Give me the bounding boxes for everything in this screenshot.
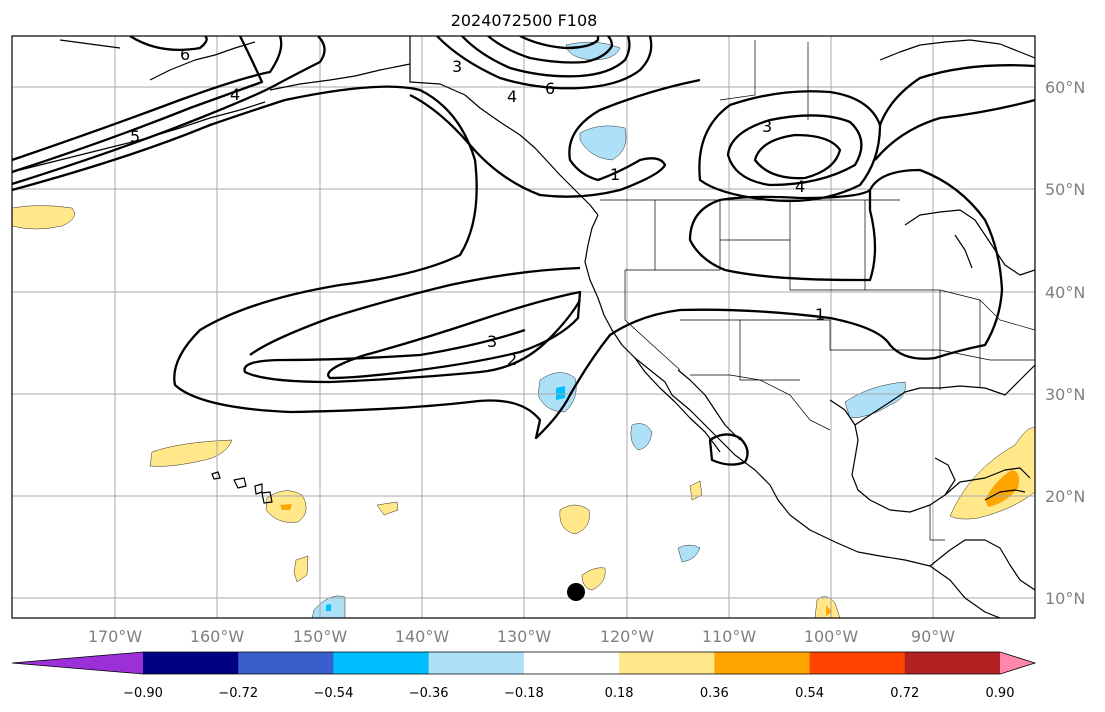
contour-label: 4 xyxy=(795,177,805,196)
lon-label-90w: 90°W xyxy=(911,627,955,646)
lat-label-10n: 10°N xyxy=(1045,589,1085,608)
latitude-labels: 60°N 50°N 40°N 30°N 20°N 10°N xyxy=(1045,78,1085,608)
colorbar-tick-label: −0.72 xyxy=(218,686,258,701)
colorbar-segments xyxy=(12,652,1035,674)
lat-label-60n: 60°N xyxy=(1045,78,1085,97)
map-title: 2024072500 F108 xyxy=(451,11,598,30)
contour-label: 1 xyxy=(610,165,620,184)
contour-label: 6 xyxy=(545,79,555,98)
contour-label: 3 xyxy=(762,117,772,136)
lon-label-110w: 110°W xyxy=(702,627,757,646)
colorbar-segment xyxy=(714,652,811,674)
contour-label: 4 xyxy=(230,85,240,104)
colorbar-tick-label: −0.18 xyxy=(504,686,544,701)
contour-label-set: 3 4 6 3 4 1 3 2 1 6 4 5 xyxy=(130,45,825,369)
colorbar-segment xyxy=(143,652,239,674)
lat-label-50n: 50°N xyxy=(1045,180,1085,199)
contour-label: 3 xyxy=(452,57,462,76)
colorbar-tick-label: 0.36 xyxy=(700,686,729,701)
colorbar-extend-max xyxy=(1000,652,1035,674)
map-area: 3 4 6 3 4 1 3 2 1 6 4 5 xyxy=(12,36,1035,618)
storm-position-dot xyxy=(567,583,585,601)
colorbar-segment xyxy=(619,652,715,674)
lon-label-170w: 170°W xyxy=(88,627,143,646)
lat-label-20n: 20°N xyxy=(1045,487,1085,506)
colorbar-segment xyxy=(904,652,1001,674)
lon-label-160w: 160°W xyxy=(190,627,245,646)
contour-label: 3 xyxy=(487,332,497,351)
map-border xyxy=(11,35,1036,619)
colorbar-tick-labels: −0.90 −0.72 −0.54 −0.36 −0.18 0.18 0.36 0.54 0.7… xyxy=(123,686,1014,701)
colorbar-tick-label: −0.36 xyxy=(409,686,449,701)
contour-label: 5 xyxy=(130,127,140,146)
height-contours xyxy=(12,36,1035,466)
colorbar-tick-label: −0.54 xyxy=(314,686,354,701)
longitude-labels: 170°W 160°W 150°W 140°W 130°W 120°W 110°… xyxy=(88,627,955,646)
colorbar-segment xyxy=(428,652,525,674)
lon-label-130w: 130°W xyxy=(497,627,552,646)
colorbar-tick-label: 0.54 xyxy=(795,686,824,701)
colorbar-segment xyxy=(523,652,620,674)
contour-label: 4 xyxy=(507,87,517,106)
colorbar-tick-label: 0.72 xyxy=(890,686,919,701)
colorbar-tick-label: 0.18 xyxy=(605,686,634,701)
colorbar-segment xyxy=(238,652,334,674)
contour-label: 6 xyxy=(180,45,190,64)
colorbar-segment xyxy=(333,652,430,674)
lon-label-120w: 120°W xyxy=(600,627,655,646)
colorbar: −0.90 −0.72 −0.54 −0.36 −0.18 0.18 0.36 0.54 0.7… xyxy=(11,651,1037,701)
contour-label: 2 xyxy=(507,350,517,369)
lat-label-40n: 40°N xyxy=(1045,283,1085,302)
political-borders xyxy=(600,40,1035,541)
lon-label-140w: 140°W xyxy=(395,627,450,646)
colorbar-extend-min xyxy=(12,652,143,674)
lon-label-100w: 100°W xyxy=(804,627,859,646)
colorbar-tick-label: 0.90 xyxy=(986,686,1015,701)
colorbar-tick-label: −0.90 xyxy=(123,686,163,701)
lat-label-30n: 30°N xyxy=(1045,385,1085,404)
contour-label: 1 xyxy=(815,305,825,324)
colorbar-outline xyxy=(11,651,1037,675)
colorbar-segment xyxy=(809,652,906,674)
lat-lon-grid xyxy=(12,36,1035,618)
coastlines xyxy=(19,36,1035,618)
lon-label-150w: 150°W xyxy=(293,627,348,646)
